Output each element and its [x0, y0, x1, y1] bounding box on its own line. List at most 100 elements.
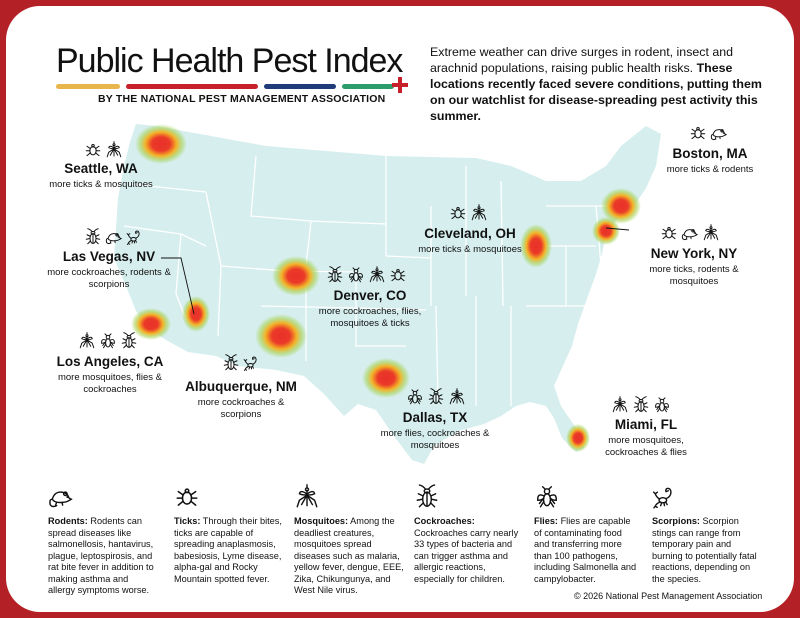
red-cross-icon: [392, 77, 408, 93]
city-desc: more cockroaches, flies, mosquitoes & ti…: [318, 306, 422, 329]
scorpion-icon: [243, 354, 261, 372]
fly-icon: [99, 332, 117, 350]
mosquito-icon: [702, 224, 720, 242]
fly-icon: [406, 388, 424, 406]
hotspot-layer: [131, 124, 641, 452]
scorpion-icon: [126, 228, 144, 246]
tick-icon: [689, 124, 707, 142]
cleveland-icons: [449, 204, 488, 222]
intro-text: Extreme weather can drive surges in rode…: [430, 44, 770, 124]
city-name: Los Angeles, CA: [56, 354, 164, 369]
hotspot: [362, 358, 410, 398]
legend-title: Ticks:: [174, 516, 201, 526]
us-map-land: [114, 124, 661, 464]
city-name: Dallas, TX: [402, 410, 468, 425]
city-desc: more cockroaches & scorpions: [197, 397, 285, 420]
intro-plain: Extreme weather can drive surges in rode…: [430, 45, 734, 75]
legend-text: Flies are capable of contaminating food …: [534, 516, 637, 584]
scorpion-icon: [652, 484, 678, 510]
city-dallas: Dallas, TX more flies, cockroaches & mos…: [379, 410, 491, 451]
city-name: Boston, MA: [672, 146, 748, 161]
hotspot: [601, 188, 641, 224]
tick-icon: [449, 204, 467, 222]
fly-icon: [534, 484, 560, 510]
dallas-icons: [406, 388, 466, 406]
city-name: Denver, CO: [333, 288, 407, 303]
legend-rodents: Rodents: Rodents can spread diseases lik…: [48, 484, 156, 597]
hotspot: [131, 308, 171, 340]
cockroach-icon: [326, 266, 344, 284]
fly-icon: [653, 396, 671, 414]
cockroach-icon: [120, 332, 138, 350]
tick-icon: [174, 484, 200, 510]
city-desc: more mosquitoes, cockroaches & flies: [605, 435, 687, 458]
city-losangeles: Los Angeles, CA more mosquitoes, flies &…: [50, 354, 170, 395]
mosquito-icon: [611, 396, 629, 414]
title-color-bars: [56, 84, 396, 89]
seattle-icons: [84, 141, 123, 159]
city-cleveland: Cleveland, OH more ticks & mosquitoes: [416, 226, 524, 256]
copyright: © 2026 National Pest Management Associat…: [574, 591, 763, 601]
city-desc: more ticks & rodents: [666, 164, 754, 175]
city-name: Las Vegas, NV: [62, 249, 156, 264]
city-desc: more ticks, rodents & mosquitoes: [649, 264, 739, 287]
city-miami: Miami, FL more mosquitoes, cockroaches &…: [590, 417, 702, 458]
legend-cockroaches: Cockroaches: Cockroaches carry nearly 33…: [414, 484, 522, 585]
legend-title: Flies:: [534, 516, 558, 526]
legend-text: Cockroaches carry nearly 33 types of bac…: [414, 527, 519, 584]
state-borders: [123, 155, 611, 406]
lasvegas-icons: [84, 228, 144, 246]
legend-scorpions: Scorpions: Scorpion stings can range fro…: [652, 484, 758, 585]
tick-icon: [389, 266, 407, 284]
city-desc: more cockroaches, rodents & scorpions: [47, 267, 171, 290]
city-desc: more flies, cockroaches & mosquitoes: [380, 428, 490, 451]
rodent-icon: [710, 124, 728, 142]
cockroach-icon: [414, 484, 440, 510]
city-desc: more mosquitoes, flies & cockroaches: [57, 372, 162, 395]
rodent-icon: [105, 228, 123, 246]
city-name: New York, NY: [650, 246, 738, 261]
us-map: [114, 124, 661, 464]
losangeles-icons: [78, 332, 138, 350]
leader-lines: [161, 227, 630, 315]
hotspot: [520, 224, 552, 268]
boston-icons: [689, 124, 728, 142]
mosquito-icon: [368, 266, 386, 284]
mosquito-icon: [105, 141, 123, 159]
city-denver: Denver, CO more cockroaches, flies, mosq…: [314, 288, 426, 329]
legend-title: Scorpions:: [652, 516, 700, 526]
mosquito-icon: [448, 388, 466, 406]
cockroach-icon: [632, 396, 650, 414]
mosquito-icon: [470, 204, 488, 222]
byline: BY THE NATIONAL PEST MANAGEMENT ASSOCIAT…: [98, 93, 386, 105]
tick-icon: [660, 224, 678, 242]
denver-icons: [326, 266, 407, 284]
legend-text: Rodents can spread diseases like salmone…: [48, 516, 154, 595]
hotspot: [182, 296, 210, 332]
hotspot: [255, 314, 307, 358]
hotspot: [566, 424, 590, 452]
miami-icons: [611, 396, 671, 414]
infographic-card: Public Health Pest Index BY THE NATIONAL…: [6, 6, 794, 612]
newyork-icons: [660, 224, 720, 242]
legend-mosquitoes: Mosquitoes: Among the deadliest creature…: [294, 484, 404, 597]
fly-icon: [347, 266, 365, 284]
hotspot: [592, 217, 620, 245]
city-name: Cleveland, OH: [424, 226, 516, 241]
city-boston: Boston, MA more ticks & rodents: [664, 146, 756, 176]
legend-flies: Flies: Flies are capable of contaminatin…: [534, 484, 638, 585]
tick-icon: [84, 141, 102, 159]
legend-title: Cockroaches:: [414, 516, 475, 526]
city-desc: more ticks & mosquitoes: [49, 179, 153, 190]
city-seattle: Seattle, WA more ticks & mosquitoes: [46, 161, 156, 191]
cockroach-icon: [427, 388, 445, 406]
city-newyork: New York, NY more ticks, rodents & mosqu…: [642, 246, 746, 287]
legend-text: Through their bites, ticks are capable o…: [174, 516, 282, 584]
legend-ticks: Ticks: Through their bites, ticks are ca…: [174, 484, 286, 585]
legend-title: Rodents:: [48, 516, 88, 526]
mosquito-icon: [78, 332, 96, 350]
page-title: Public Health Pest Index: [56, 42, 403, 80]
city-name: Miami, FL: [614, 417, 678, 432]
mosquito-icon: [294, 484, 320, 510]
city-name: Seattle, WA: [64, 161, 138, 176]
